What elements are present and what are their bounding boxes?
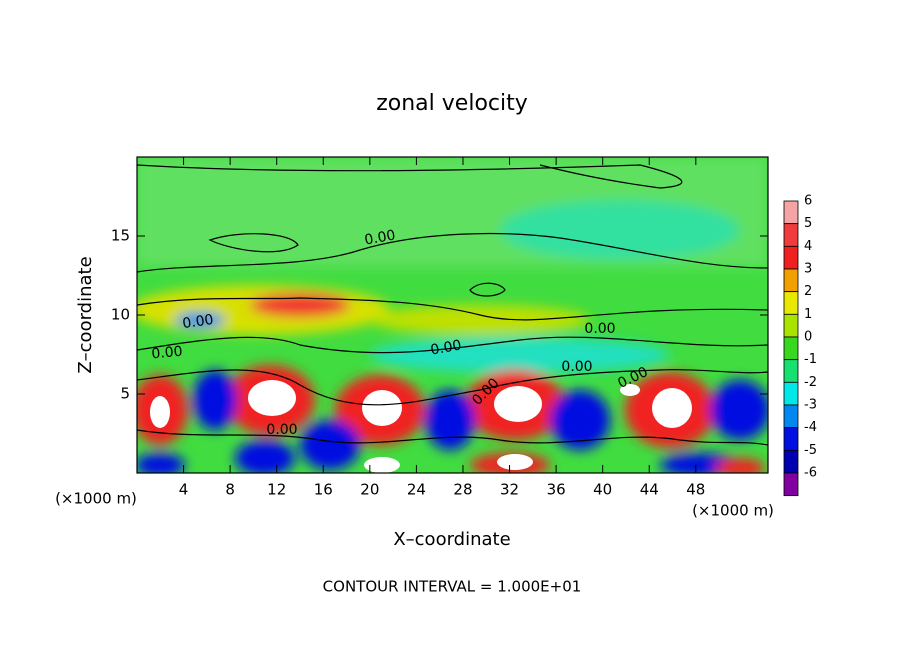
colorbar-box [783, 336, 799, 361]
contour-label: 0.00 [266, 422, 297, 438]
colorbar-label: 1 [804, 307, 812, 322]
y-tick-label: 15 [111, 227, 130, 245]
x-tick-label: 32 [500, 481, 519, 499]
x-tick-label: 16 [314, 481, 333, 499]
colorbar-label: 5 [804, 216, 812, 231]
field [137, 157, 768, 473]
x-tick-label: 44 [640, 481, 659, 499]
colorbar-label: 0 [804, 330, 812, 345]
colorbar-label: -5 [804, 443, 817, 458]
y-unit: (×1000 m) [55, 490, 137, 508]
contour-label: 0.00 [181, 312, 214, 332]
y-tick-label: 5 [120, 385, 130, 403]
x-tick-label: 48 [686, 481, 705, 499]
y-axis-label: Z–coordinate [75, 256, 96, 373]
colorbar-box [783, 268, 799, 293]
x-tick-label: 40 [593, 481, 612, 499]
contour-label: 0.00 [363, 227, 396, 248]
colorbar-label: 2 [804, 284, 812, 299]
colorbar-label: 3 [804, 262, 812, 277]
x-tick-label: 28 [453, 481, 472, 499]
contour-label: 0.00 [584, 321, 615, 337]
colorbar-box [783, 449, 799, 474]
colorbar-box [783, 427, 799, 451]
x-tick-label: 4 [179, 481, 189, 499]
x-tick-label: 8 [225, 481, 235, 499]
colorbar-label: 4 [804, 239, 812, 254]
colorbar-label: 6 [804, 194, 812, 209]
contour-label: 0.00 [429, 337, 462, 358]
colorbar-label: -1 [804, 352, 817, 367]
x-tick-label: 12 [267, 481, 286, 499]
x-tick-label: 24 [407, 481, 426, 499]
colorbar-box [783, 200, 799, 225]
colorbar-box [783, 291, 799, 315]
chart-title: zonal velocity [376, 91, 528, 116]
y-tick-label: 10 [111, 306, 130, 324]
x-tick-label: 20 [360, 481, 379, 499]
colorbar-box [783, 381, 799, 406]
colorbar-label: -6 [804, 466, 817, 481]
colorbar-label: -3 [804, 398, 817, 413]
colorbar-box [783, 359, 799, 383]
colorbar-box [783, 313, 799, 338]
colorbar-box [783, 245, 799, 270]
colorbar-box [783, 472, 799, 497]
contour-label: 0.00 [561, 359, 592, 375]
colorbar-label: -4 [804, 420, 817, 435]
x-axis-label: X–coordinate [393, 529, 510, 550]
colorbar-label: -2 [804, 375, 817, 390]
footer: CONTOUR INTERVAL = 1.000E+01 [323, 578, 582, 596]
colorbar-box [783, 223, 799, 247]
contour-label: 0.00 [151, 344, 183, 363]
colorbar-box [783, 404, 799, 429]
x-tick-label: 36 [547, 481, 566, 499]
x-unit: (×1000 m) [692, 502, 774, 520]
